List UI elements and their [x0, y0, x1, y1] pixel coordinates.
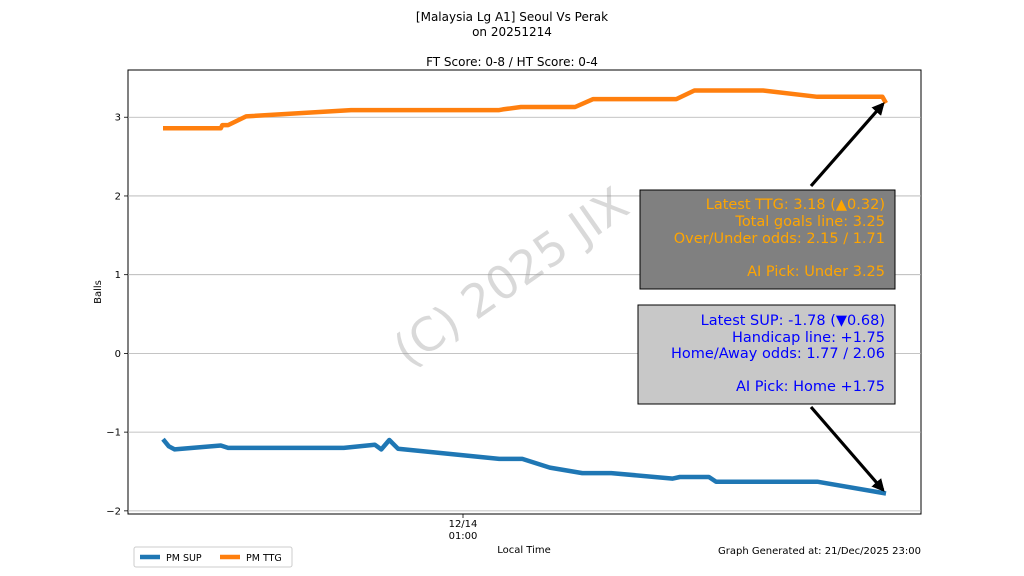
y-tick-label: 0	[115, 349, 121, 360]
y-tick-label: 1	[115, 270, 121, 281]
generated-timestamp: Graph Generated at: 21/Dec/2025 23:00	[718, 546, 921, 557]
y-tick-label: −1	[106, 428, 121, 439]
x-axis-label: Local Time	[497, 545, 551, 556]
sup-info-line: AI Pick: Home +1.75	[736, 379, 885, 395]
legend-box	[133, 546, 293, 568]
y-tick-label: −2	[106, 506, 121, 517]
ttg-info-box	[639, 189, 896, 290]
legend-label[interactable]: PM TTG	[246, 553, 282, 564]
ttg-info-arrow	[809, 102, 885, 188]
legend[interactable]: PM SUP PM TTG	[133, 546, 293, 568]
y-tick-label: 2	[115, 191, 121, 202]
plot-area	[127, 69, 922, 515]
sup-info-line: Latest SUP: -1.78 (▼0.68)	[701, 313, 885, 329]
ttg-info-line: Latest TTG: 3.18 (▲0.32)	[706, 197, 885, 213]
title-line: [Malaysia Lg A1] Seoul Vs Perak	[416, 10, 608, 24]
series-line-pm-ttg	[163, 88, 888, 131]
ttg-info-line: Over/Under odds: 2.15 / 1.71	[674, 231, 885, 247]
y-axis: 3 2 1 0 −1 −2	[106, 113, 128, 517]
title-line: on 20251214	[472, 25, 552, 39]
annotations: Latest TTG: 3.18 (▲0.32)Total goals line…	[637, 102, 896, 492]
ttg-info-line: Total goals line: 3.25	[734, 214, 885, 230]
sup-info-box	[637, 304, 896, 405]
sup-info-arrow	[809, 405, 885, 492]
legend-label[interactable]: PM SUP	[166, 553, 202, 564]
ttg-info-line: AI Pick: Under 3.25	[747, 264, 885, 280]
series-line-pm-sup	[161, 437, 887, 496]
title-line: FT Score: 0-8 / HT Score: 0-4	[426, 55, 598, 69]
y-axis-label: Balls	[93, 280, 104, 304]
sup-info-line: Home/Away odds: 1.77 / 2.06	[671, 346, 885, 362]
y-tick-label: 3	[115, 113, 121, 124]
x-tick-label-date: 12/14	[449, 519, 478, 530]
x-tick-label-time: 01:00	[449, 531, 478, 542]
series	[161, 88, 888, 496]
sup-info-line: Handicap line: +1.75	[732, 330, 885, 346]
